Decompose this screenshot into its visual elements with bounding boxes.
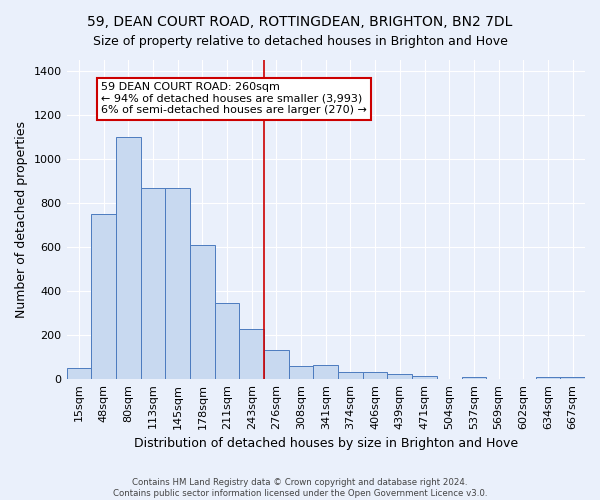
Bar — [165, 188, 190, 379]
Bar — [388, 374, 412, 379]
Text: Contains HM Land Registry data © Crown copyright and database right 2024.
Contai: Contains HM Land Registry data © Crown c… — [113, 478, 487, 498]
Bar — [67, 368, 91, 379]
Bar — [91, 214, 116, 379]
Bar — [313, 364, 338, 379]
Text: Size of property relative to detached houses in Brighton and Hove: Size of property relative to detached ho… — [92, 35, 508, 48]
Bar — [140, 188, 165, 379]
Bar — [116, 137, 140, 379]
Bar — [560, 376, 585, 379]
Bar — [461, 376, 486, 379]
Bar — [363, 372, 388, 379]
Bar — [338, 372, 363, 379]
Bar — [412, 376, 437, 379]
X-axis label: Distribution of detached houses by size in Brighton and Hove: Distribution of detached houses by size … — [134, 437, 518, 450]
Bar — [190, 244, 215, 379]
Y-axis label: Number of detached properties: Number of detached properties — [15, 121, 28, 318]
Bar — [536, 376, 560, 379]
Text: 59, DEAN COURT ROAD, ROTTINGDEAN, BRIGHTON, BN2 7DL: 59, DEAN COURT ROAD, ROTTINGDEAN, BRIGHT… — [88, 15, 512, 29]
Bar — [239, 330, 264, 379]
Bar — [289, 366, 313, 379]
Bar — [264, 350, 289, 379]
Text: 59 DEAN COURT ROAD: 260sqm
← 94% of detached houses are smaller (3,993)
6% of se: 59 DEAN COURT ROAD: 260sqm ← 94% of deta… — [101, 82, 367, 115]
Bar — [215, 303, 239, 379]
